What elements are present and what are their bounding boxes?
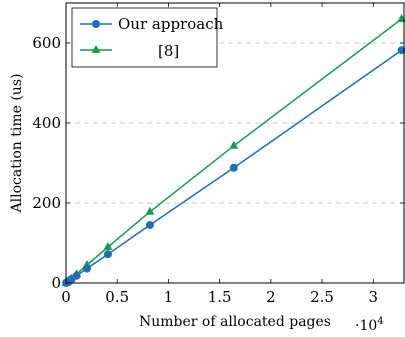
x-tick-label: 0 (61, 288, 71, 306)
x-axis-label: Number of allocated pages (139, 314, 331, 330)
x-tick-label: 1 (164, 288, 174, 306)
x-tick-label: 1.5 (208, 288, 232, 306)
legend-marker-our-approach (92, 20, 100, 28)
series-our-approach (62, 46, 405, 287)
legend-label-our-approach: Our approach (118, 15, 224, 33)
data-point (82, 264, 91, 273)
x-axis-multiplier-base: ·10 (355, 318, 377, 334)
legend-marker-ref8 (91, 45, 101, 53)
data-point (397, 14, 405, 22)
data-point (397, 46, 405, 55)
data-point (103, 242, 113, 250)
y-tick-label: 400 (32, 114, 61, 132)
data-point (229, 140, 239, 149)
x-tick-label: 2.5 (310, 288, 334, 306)
data-point (103, 250, 112, 259)
x-tick-label: 0.5 (105, 288, 129, 306)
y-tick-label: 0 (51, 274, 61, 292)
data-point (145, 221, 154, 229)
legend: Our approach [8] (71, 7, 224, 68)
y-axis-label: Allocation time (us) (9, 74, 25, 214)
plot-frame (65, 2, 405, 284)
y-tick-label: 200 (32, 194, 61, 212)
x-tick-label: 2 (266, 288, 276, 306)
x-axis-multiplier: ·104 (355, 316, 384, 334)
x-axis-ticks: 0 0.5 1 1.5 2 2.5 3 (61, 3, 378, 306)
y-tick-label: 600 (32, 34, 61, 52)
data-point (229, 163, 238, 172)
data-point (145, 206, 155, 215)
data-point (72, 271, 81, 280)
legend-box (71, 7, 218, 68)
legend-label-ref8: [8] (158, 42, 179, 60)
x-tick-label: 3 (368, 288, 378, 306)
x-axis-multiplier-exponent: 4 (377, 316, 383, 327)
y-axis-ticks: 0 200 400 600 (32, 34, 404, 292)
